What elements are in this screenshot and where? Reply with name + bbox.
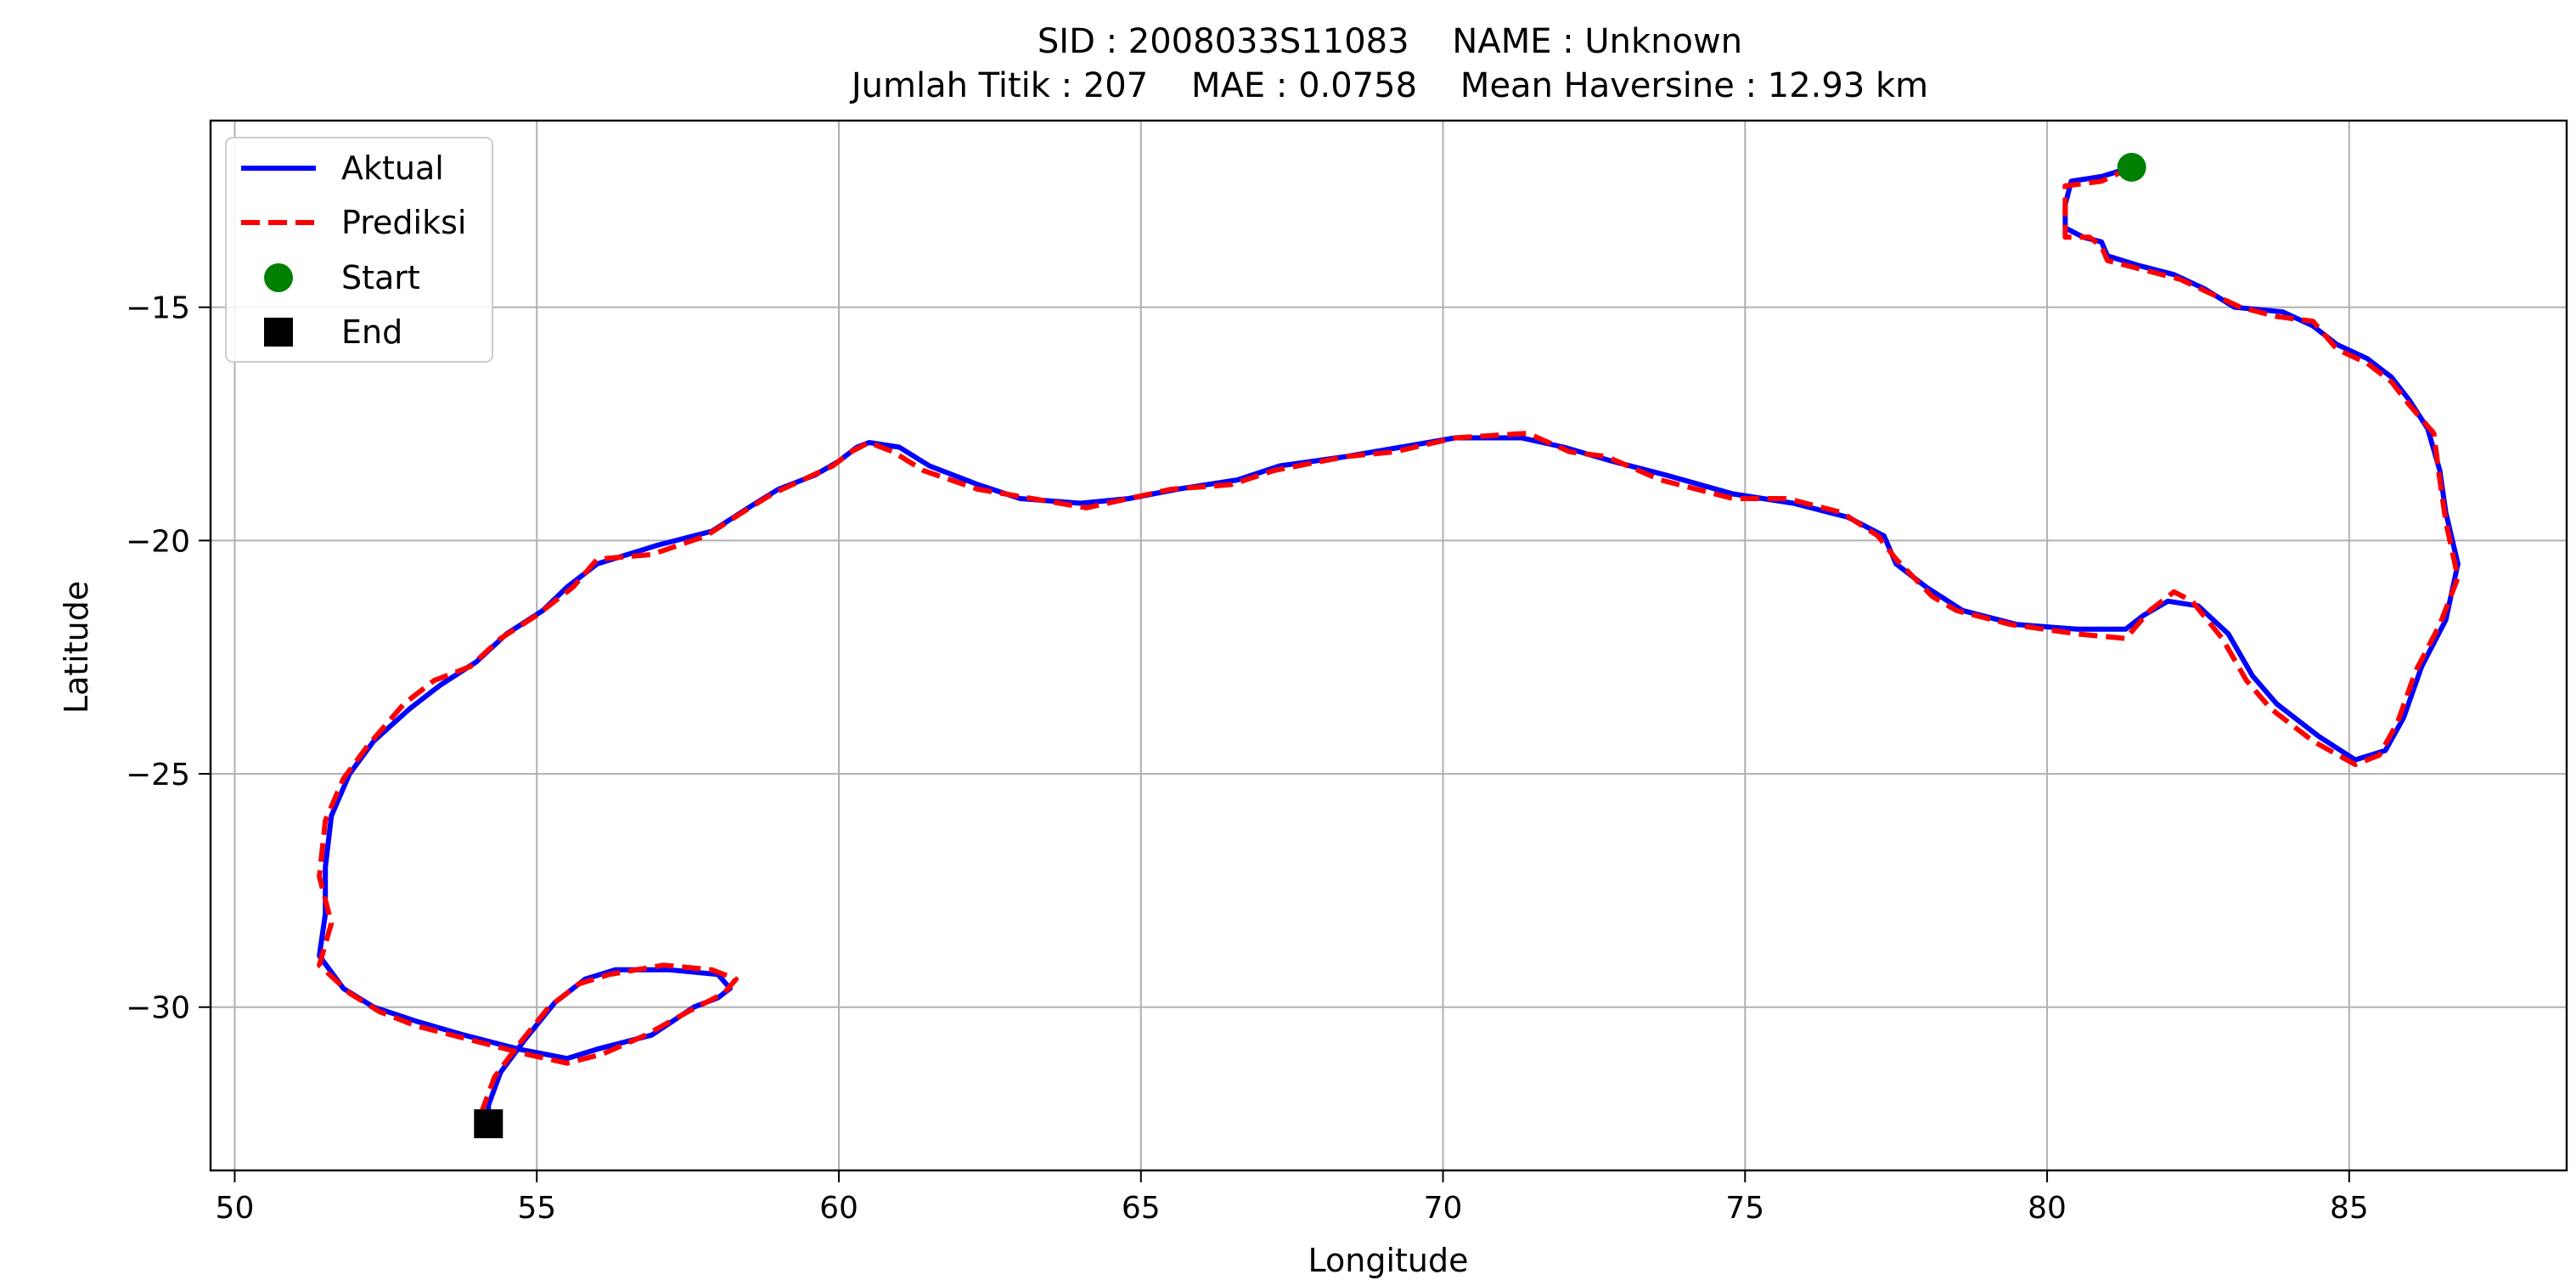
ticks: 50 55 60 65 70 75 80 85 −15 −20 −25 −30 [126,291,2369,1226]
legend-label-start: Start [341,259,420,296]
x-tick-label: 60 [819,1191,858,1226]
y-tick-label: −25 [126,758,190,792]
chart-title-line2: Jumlah Titik : 207 MAE : 0.0758 Mean Hav… [849,66,1928,105]
end-marker [474,1109,503,1139]
y-axis-label: Latitude [58,581,95,713]
grid [211,121,2567,1170]
x-tick-label: 85 [2330,1191,2369,1226]
legend-swatch-end [264,318,293,347]
legend-label-prediksi: Prediksi [341,204,466,241]
plot-frame [209,119,2568,1172]
y-tick-label: −15 [126,291,190,326]
legend-swatch-start [264,263,293,292]
y-tick-label: −20 [126,524,190,559]
marker-layer [474,152,2146,1139]
legend-box [225,137,493,363]
x-tick-label: 65 [1122,1191,1161,1226]
start-marker [2117,152,2146,182]
legend-label-end: End [341,313,402,351]
series-layer [317,165,2461,1125]
chart-title-line1: SID : 2008033S11083 NAME : Unknown [1038,22,1742,61]
x-tick-label: 80 [2028,1191,2067,1226]
x-tick-label: 75 [1725,1191,1764,1226]
x-tick-label: 50 [216,1191,255,1226]
x-tick-label: 70 [1424,1191,1463,1226]
legend: Aktual Prediksi Start End [225,137,493,363]
x-axis-label: Longitude [1308,1242,1469,1279]
series-line-prediksi [317,165,2461,1125]
series-line-aktual [317,165,2461,1125]
y-tick-label: −30 [126,991,190,1026]
legend-label-aktual: Aktual [341,149,444,187]
x-tick-label: 55 [517,1191,556,1226]
